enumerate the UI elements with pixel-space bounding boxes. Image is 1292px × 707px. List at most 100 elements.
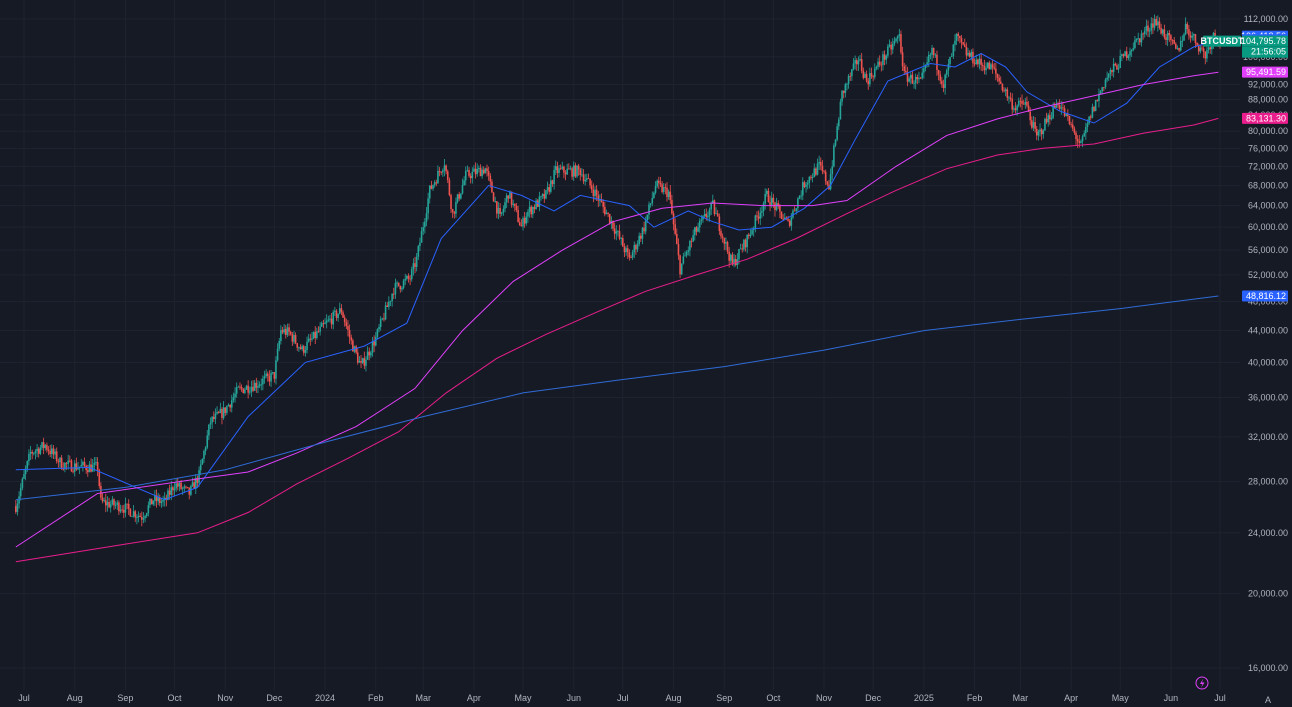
candle — [312, 331, 315, 340]
candle — [783, 212, 786, 220]
candle — [1175, 42, 1177, 50]
candle — [1179, 36, 1182, 52]
candle — [1065, 113, 1068, 117]
candle — [677, 238, 680, 260]
candle — [667, 189, 670, 200]
candle — [381, 317, 384, 321]
candle — [248, 386, 251, 395]
candle — [424, 218, 426, 234]
candle — [741, 243, 744, 253]
candle — [618, 224, 621, 241]
candle — [600, 193, 603, 203]
auto-scale-button[interactable]: A — [1265, 695, 1271, 705]
candle — [847, 74, 850, 89]
candle — [468, 167, 470, 178]
candle — [474, 162, 477, 179]
candle — [841, 90, 843, 106]
y-tick-label: 56,000.00 — [1248, 245, 1288, 255]
candle — [1142, 32, 1144, 40]
x-tick-label: Dec — [266, 693, 283, 703]
candle — [1098, 88, 1100, 108]
candle — [1165, 33, 1167, 45]
candle — [289, 330, 292, 336]
candle — [414, 256, 416, 274]
candle — [986, 62, 989, 69]
candle — [887, 43, 889, 59]
candle — [788, 219, 791, 228]
candle — [512, 199, 514, 208]
candle — [404, 273, 407, 286]
candle — [725, 237, 727, 250]
candle — [605, 209, 608, 215]
candle — [432, 184, 434, 191]
candle — [298, 346, 300, 352]
candle — [263, 370, 266, 384]
candle — [921, 67, 924, 80]
candle — [262, 375, 264, 391]
candle — [198, 466, 200, 487]
candle — [217, 410, 220, 414]
x-tick-label: Dec — [865, 693, 882, 703]
candle — [569, 165, 572, 171]
candle — [284, 325, 287, 339]
candle — [769, 195, 771, 212]
candle — [172, 485, 174, 496]
candle — [1080, 139, 1082, 144]
candle — [111, 496, 114, 506]
candle — [489, 173, 492, 188]
candle — [1117, 63, 1120, 73]
candle — [1116, 63, 1118, 70]
y-tick-label: 44,000.00 — [1248, 326, 1288, 336]
candle — [649, 203, 652, 208]
candle — [134, 509, 137, 523]
candle — [694, 226, 696, 241]
candle — [216, 406, 218, 415]
candle — [435, 179, 438, 187]
candle — [520, 219, 523, 227]
candle — [105, 493, 107, 513]
candle — [530, 205, 532, 218]
candle — [21, 477, 24, 491]
candle — [464, 166, 467, 186]
candle — [103, 497, 105, 503]
candle — [420, 227, 423, 243]
candle — [409, 274, 411, 286]
candle — [62, 462, 65, 471]
time-axis[interactable]: Jul Aug Sep Oct Nov Dec 2024 Feb Mar Apr May Jun Jul… — [18, 693, 1226, 703]
candle — [410, 266, 413, 282]
candle — [234, 387, 236, 403]
candle — [891, 38, 894, 54]
candle — [931, 44, 933, 61]
candle — [288, 323, 290, 336]
candle — [765, 188, 768, 197]
candle — [209, 417, 212, 429]
candle — [525, 212, 528, 226]
x-tick-label: Aug — [666, 693, 682, 703]
candle — [909, 72, 912, 85]
candle — [460, 193, 462, 200]
candle — [880, 61, 883, 72]
candle — [1042, 129, 1045, 139]
candle — [833, 143, 835, 168]
candle — [484, 167, 487, 174]
candle — [713, 199, 716, 217]
candle — [446, 169, 449, 184]
candle — [587, 173, 590, 180]
candle — [893, 36, 896, 47]
candle — [1106, 71, 1108, 83]
candle — [335, 309, 338, 321]
candle — [779, 203, 781, 219]
lightning-icon[interactable] — [1195, 676, 1209, 690]
candle — [109, 500, 112, 513]
candle — [329, 314, 331, 323]
y-tick-label: 36,000.00 — [1248, 393, 1288, 403]
candle — [463, 176, 465, 186]
candle — [852, 57, 855, 71]
candle — [1085, 122, 1087, 140]
candle — [26, 460, 29, 472]
candle — [762, 201, 765, 217]
candle — [319, 322, 321, 336]
candle — [939, 70, 942, 84]
candle — [479, 164, 482, 177]
